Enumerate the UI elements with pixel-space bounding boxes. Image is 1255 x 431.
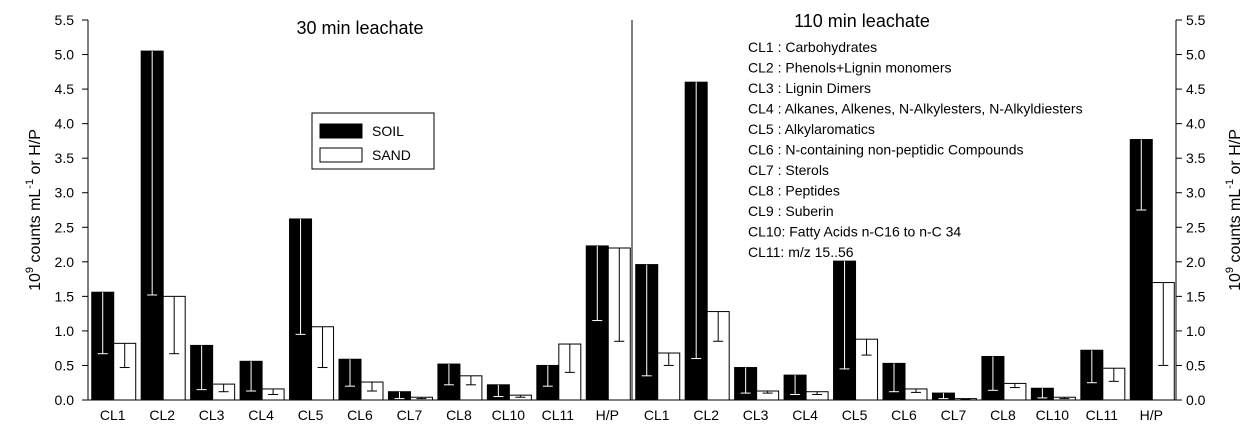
y-tick-label: 3.0 [1186,185,1206,201]
class-definition: CL8 : Peptides [748,183,840,199]
y-tick-label: 0.5 [55,357,75,373]
legend-swatch-soil [319,123,363,139]
y-tick-label: 5.5 [55,12,75,28]
x-tick-label: CL6 [891,407,917,423]
x-tick-label: H/P [1140,407,1163,423]
y-axis-label: 109 counts mL-1 or H/P [1224,129,1244,291]
legend-label: SAND [372,147,411,163]
x-tick-label: CL7 [941,407,967,423]
y-tick-label: 1.0 [55,323,75,339]
x-tick-label: CL1 [644,407,670,423]
class-definition: CL11: m/z 15..56 [748,244,854,260]
x-tick-label: CL3 [743,407,769,423]
x-tick-label: CL3 [199,407,225,423]
y-tick-label: 1.5 [1186,288,1206,304]
x-tick-label: CL4 [792,407,818,423]
x-tick-label: H/P [596,407,619,423]
x-tick-label: CL2 [693,407,719,423]
class-definition: CL2 : Phenols+Lignin monomers [748,60,952,76]
legend-label: SOIL [372,123,404,139]
y-tick-label: 0.0 [55,392,75,408]
x-tick-label: CL1 [100,407,126,423]
y-tick-label: 1.0 [1186,323,1206,339]
y-tick-label: 2.0 [55,254,75,270]
x-tick-label: CL10 [492,407,526,423]
panel-110min: 0.0 0.5 1.0 1.5 2.0 2.5 3.0 3.5 4.0 4.5 5.0 5.5 CL1 C… [631,11,1244,423]
class-definition: CL7 : Sterols [748,162,829,178]
x-tick-label: CL8 [446,407,472,423]
x-tick-label: CL7 [397,407,423,423]
y-tick-label: 4.0 [55,116,75,132]
x-tick-label: CL11 [1086,407,1119,423]
panel-30min: 0.0 0.5 1.0 1.5 2.0 2.5 3.0 3.5 4.0 4.5 5.0 5.5 CL1 C… [24,12,633,423]
x-tick-label: CL2 [149,407,175,423]
y-tick-label: 4.5 [1186,81,1206,97]
y-tick-label: 2.5 [1186,219,1206,235]
y-tick-label: 1.5 [55,288,75,304]
legend: SOIL SAND [311,112,435,170]
class-definition: CL4 : Alkanes, Alkenes, N-Alkylesters, N… [748,101,1083,117]
x-tick-label: CL5 [298,407,324,423]
y-tick-label: 5.0 [1186,47,1206,63]
x-tick-label: CL11 [542,407,575,423]
y-tick-label: 5.5 [1186,12,1206,28]
class-definition: CL10: Fatty Acids n-C16 to n-C 34 [748,224,961,240]
x-tick-label: CL6 [347,407,373,423]
y-tick-label: 4.0 [1186,116,1206,132]
y-tick-label: 4.5 [55,81,75,97]
y-tick-label: 2.0 [1186,254,1206,270]
class-definition: CL3 : Lignin Dimers [748,80,871,96]
class-definition: CL5 : Alkylaromatics [748,121,875,137]
x-tick-label: CL10 [1036,407,1070,423]
chart-title: 30 min leachate [296,18,423,38]
y-tick-label: 3.5 [1186,150,1206,166]
class-definition: CL6 : N-containing non-peptidic Compound… [748,142,1024,158]
y-tick-label: 3.0 [55,185,75,201]
x-tick-label: CL5 [842,407,868,423]
y-tick-label: 2.5 [55,219,75,235]
legend-swatch-sand [319,147,363,163]
y-tick-label: 0.5 [1186,357,1206,373]
class-definition: CL1 : Carbohydrates [748,39,877,55]
y-tick-label: 3.5 [55,150,75,166]
class-definition: CL9 : Suberin [748,203,834,219]
chart-title: 110 min leachate [794,11,930,31]
y-tick-label: 5.0 [55,47,75,63]
y-axis-label: 109 counts mL-1 or H/P [24,129,44,291]
x-tick-label: CL4 [248,407,274,423]
x-tick-label: CL8 [990,407,1016,423]
y-tick-label: 0.0 [1186,392,1206,408]
